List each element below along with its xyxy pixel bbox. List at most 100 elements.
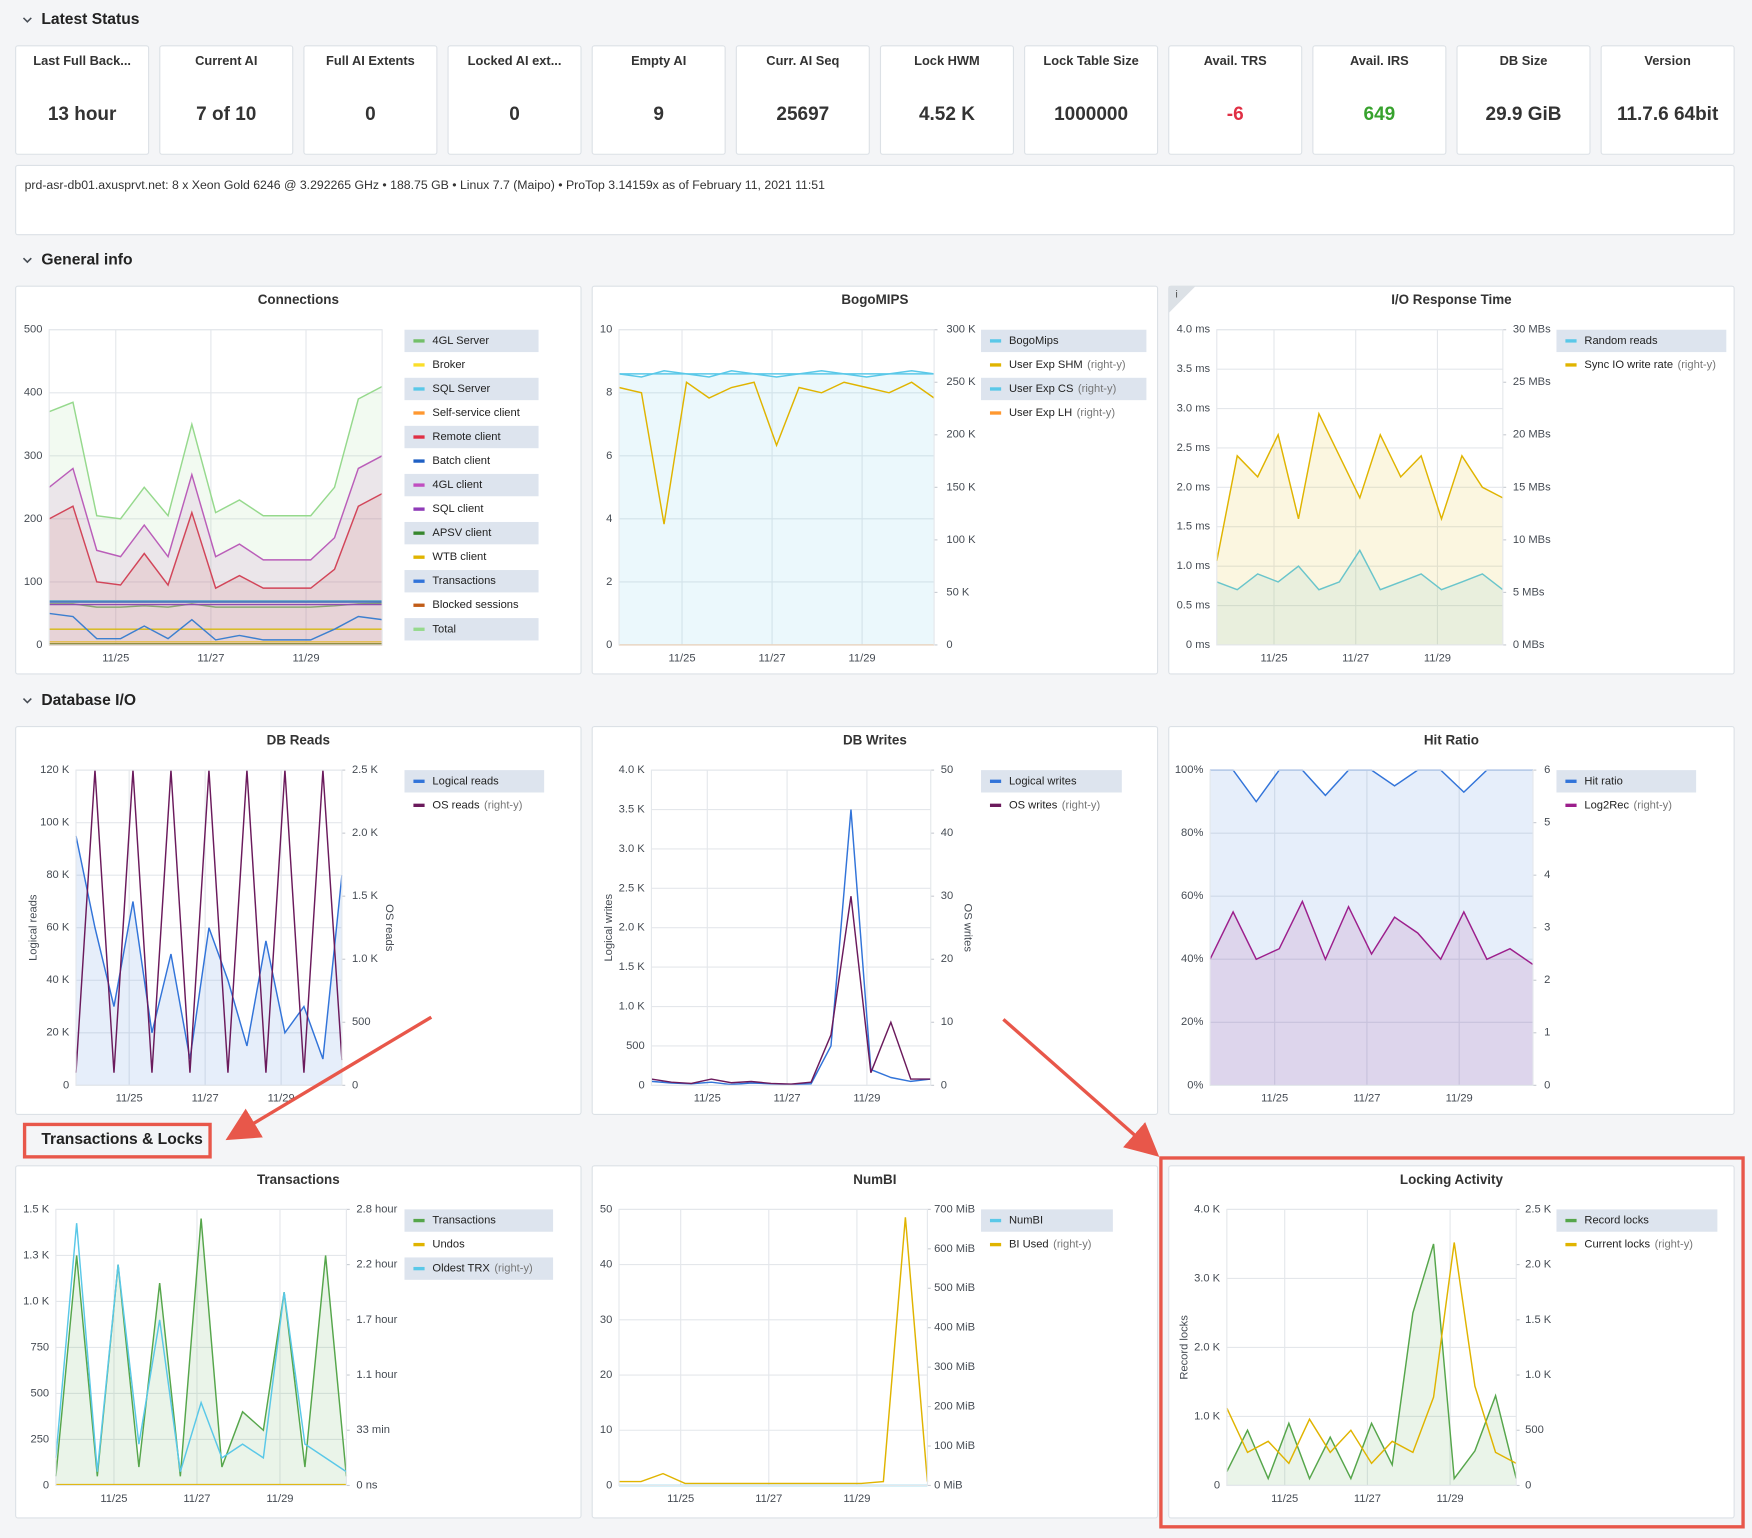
legend-entry: APSV client [432, 527, 492, 539]
y2-tick-label: 20 [941, 953, 953, 965]
plot-border [48, 329, 383, 646]
y-tick-label: 2.0 ms [1177, 481, 1211, 493]
stat-value: -6 [1227, 104, 1244, 125]
stat-value: 9 [653, 104, 664, 125]
stat-panel [447, 45, 582, 155]
legend-note: (right-y) [1087, 359, 1126, 371]
legend-name: Remote client [432, 431, 501, 443]
legend-entry: Transactions [432, 575, 496, 587]
plot-border [1226, 1208, 1517, 1487]
y-tick-label: 2 [606, 576, 612, 588]
stat-value: 11.7.6 64bit [1617, 104, 1719, 125]
stat-value: 4.52 K [919, 104, 975, 125]
y2-tick-label: 300 MiB [934, 1361, 975, 1373]
y2-tick-label: 1.0 K [352, 953, 379, 965]
y2-tick-label: 2.5 K [352, 764, 379, 776]
y2-tick-label: 400 MiB [934, 1322, 975, 1334]
y-tick-label: 4.0 K [619, 764, 646, 776]
chart-title: NumBI [853, 1172, 896, 1187]
legend-name: Sync IO write rate [1584, 359, 1673, 371]
y2-tick-label: 1.5 K [1525, 1314, 1552, 1326]
y-tick-label: 0 [63, 1079, 69, 1091]
series-line [48, 492, 383, 590]
series-area [75, 835, 342, 1086]
y-tick-label: 3.0 K [1194, 1272, 1221, 1284]
section-title: Database I/O [41, 692, 136, 709]
legend-entry: SQL client [432, 503, 484, 515]
legend-entry: User Exp LH (right-y) [1009, 407, 1115, 419]
y-tick-label: 1.0 ms [1177, 560, 1211, 572]
stat-value: 0 [365, 104, 376, 125]
y-tick-label: 500 [626, 1040, 645, 1052]
legend-entry: NumBI [1009, 1215, 1043, 1227]
x-tick-label: 11/29 [292, 652, 319, 664]
y-tick-label: 0.5 ms [1177, 599, 1211, 611]
y2-tick-label: 200 MiB [934, 1401, 975, 1413]
stat-value: 7 of 10 [196, 104, 256, 125]
legend-name: APSV client [432, 527, 492, 539]
x-tick-label: 11/27 [759, 652, 786, 664]
y-tick-label: 8 [606, 387, 612, 399]
series-area [49, 493, 383, 645]
series-area [1216, 413, 1503, 645]
y-tick-label: 750 [31, 1341, 50, 1353]
y2-tick-label: 40 [941, 827, 953, 839]
y2-axis-label: OS writes [962, 904, 974, 953]
series-area [49, 386, 383, 645]
y2-tick-label: 33 min [356, 1424, 389, 1436]
x-tick-label: 11/29 [1424, 652, 1451, 664]
x-tick-label: 11/25 [102, 652, 129, 664]
y-axis-label: Logical writes [603, 894, 615, 962]
legend-name: 4GL client [432, 479, 483, 491]
legend-entry: Undos [432, 1239, 465, 1251]
y2-tick-label: 0 ns [356, 1479, 378, 1491]
legend-name: SQL Server [432, 383, 490, 395]
y-tick-label: 120 K [40, 764, 70, 776]
stat-panel [1168, 45, 1303, 155]
legend-entry: Log2Rec (right-y) [1584, 799, 1672, 811]
legend-entry: User Exp SHM (right-y) [1009, 359, 1126, 371]
legend-entry: Broker [432, 359, 465, 371]
y2-tick-label: 0 [946, 639, 952, 651]
y2-tick-label: 700 MiB [934, 1203, 975, 1215]
x-tick-label: 11/25 [1260, 652, 1287, 664]
y-tick-label: 1.0 K [1194, 1410, 1221, 1422]
stat-panel [735, 45, 870, 155]
plot-border [618, 329, 935, 646]
chart-title: Hit Ratio [1424, 733, 1479, 748]
y-tick-label: 0 [606, 1479, 612, 1491]
y-tick-label: 4.0 K [1194, 1203, 1221, 1215]
stat-panel [159, 45, 294, 155]
stat-value: 13 hour [48, 104, 117, 125]
y2-tick-label: 600 MiB [934, 1243, 975, 1255]
info-text: prd-asr-db01.axusprvt.net: 8 x Xeon Gold… [25, 178, 825, 192]
legend-row-bg [981, 329, 1147, 353]
y-tick-label: 10 [600, 1424, 612, 1436]
legend-entry: 4GL client [432, 479, 483, 491]
y-tick-label: 400 [24, 387, 43, 399]
y-tick-label: 60% [1181, 890, 1203, 902]
legend-entry: Transactions [432, 1215, 496, 1227]
stat-value: 29.9 GiB [1486, 104, 1562, 125]
chart-title: Locking Activity [1400, 1172, 1504, 1187]
legend-entry: OS writes (right-y) [1009, 799, 1101, 811]
y-tick-label: 100% [1175, 764, 1204, 776]
legend-name: Record locks [1584, 1215, 1649, 1227]
y-tick-label: 3.0 K [619, 843, 646, 855]
legend-note: (right-y) [484, 799, 523, 811]
legend-entry: Sync IO write rate (right-y) [1584, 359, 1716, 371]
legend-row-bg [404, 521, 539, 545]
y-tick-label: 0 [36, 639, 42, 651]
legend-entry: User Exp CS (right-y) [1009, 383, 1117, 395]
legend-note: (right-y) [1078, 383, 1117, 395]
y-tick-label: 0 [43, 1479, 49, 1491]
chevrons[interactable] [22, 17, 32, 704]
legend-name: BI Used [1009, 1239, 1049, 1251]
legend-name: User Exp CS [1009, 383, 1073, 395]
legend-name: WTB client [432, 551, 487, 563]
legend-row-bg [981, 377, 1147, 401]
legend-row-bg [1556, 329, 1727, 353]
plot-border [55, 1208, 347, 1487]
y-tick-label: 2.0 K [1194, 1341, 1221, 1353]
y2-tick-label: 6 [1544, 764, 1550, 776]
